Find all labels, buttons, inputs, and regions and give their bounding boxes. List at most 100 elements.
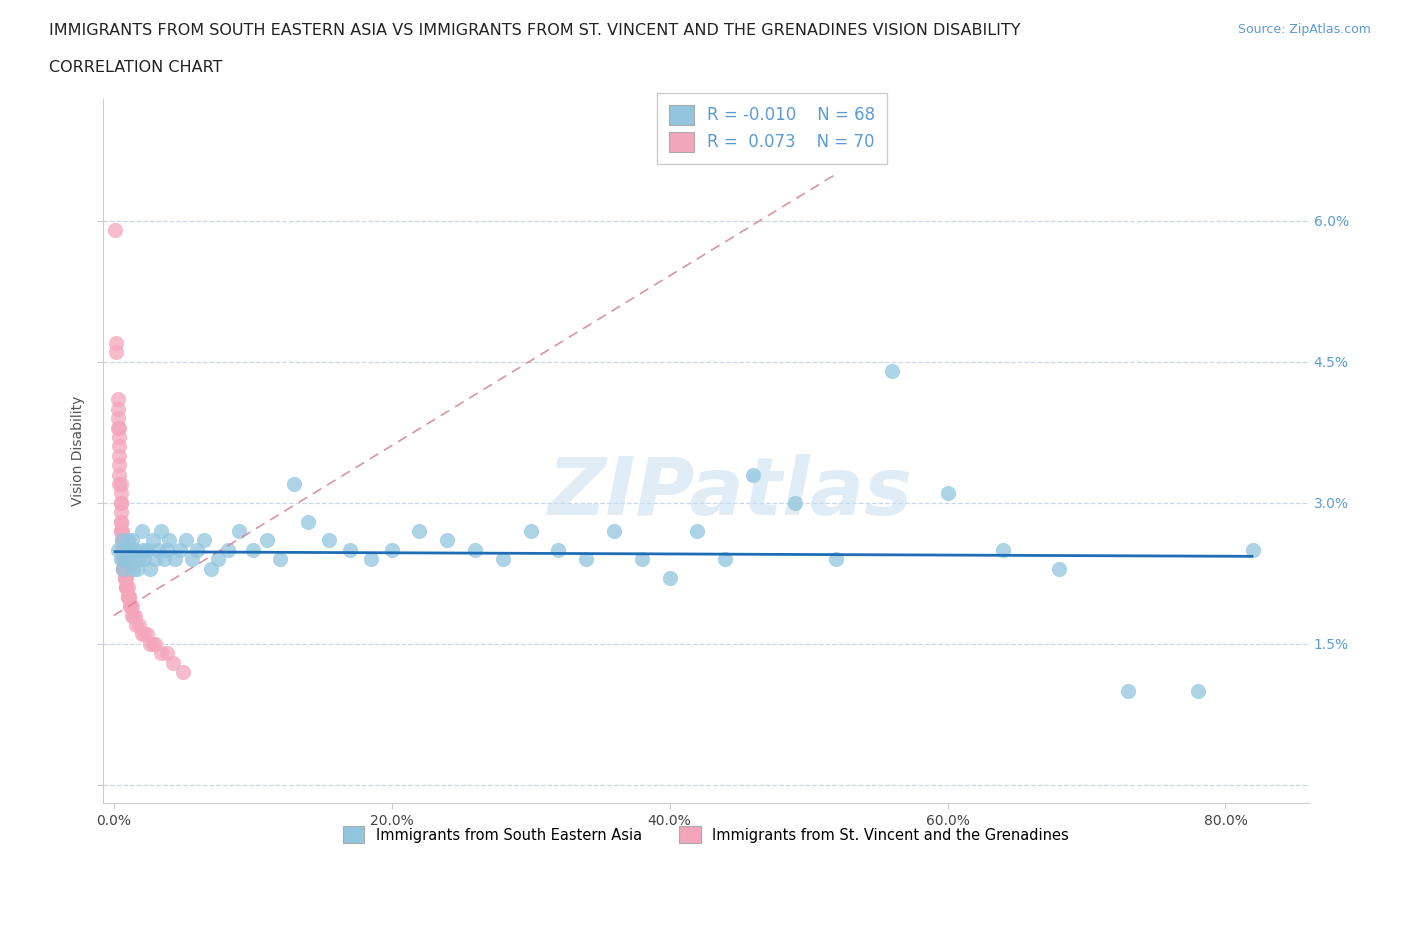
Point: [149, 645, 172, 660]
Point: [112, 561, 135, 576]
Point: [145, 636, 167, 651]
Point: [112, 561, 135, 576]
Point: [112, 561, 135, 576]
Point: [136, 542, 159, 557]
Point: [630, 551, 652, 566]
Point: [134, 551, 156, 566]
Point: [110, 496, 132, 511]
Point: [108, 467, 131, 482]
Point: [464, 542, 486, 557]
Point: [339, 542, 361, 557]
Point: [180, 551, 202, 566]
Point: [110, 505, 132, 520]
Point: [118, 551, 141, 566]
Point: [112, 551, 135, 566]
Point: [111, 533, 134, 548]
Point: [118, 590, 141, 604]
Point: [742, 467, 765, 482]
Point: [118, 590, 141, 604]
Point: [714, 551, 737, 566]
Point: [111, 542, 134, 557]
Point: [114, 570, 136, 585]
Point: [880, 364, 903, 379]
Point: [207, 551, 229, 566]
Point: [120, 542, 142, 557]
Point: [108, 476, 131, 491]
Text: IMMIGRANTS FROM SOUTH EASTERN ASIA VS IMMIGRANTS FROM ST. VINCENT AND THE GRENAD: IMMIGRANTS FROM SOUTH EASTERN ASIA VS IM…: [49, 23, 1021, 38]
Point: [547, 542, 569, 557]
Point: [162, 655, 184, 670]
Point: [169, 542, 191, 557]
Point: [114, 570, 136, 585]
Point: [117, 580, 139, 595]
Point: [107, 392, 129, 406]
Point: [157, 533, 180, 548]
Point: [991, 542, 1014, 557]
Point: [1187, 684, 1209, 698]
Point: [408, 524, 430, 538]
Point: [124, 542, 146, 557]
Point: [686, 524, 709, 538]
Point: [134, 627, 156, 642]
Point: [117, 533, 139, 548]
Legend: Immigrants from South Eastern Asia, Immigrants from St. Vincent and the Grenadin: Immigrants from South Eastern Asia, Immi…: [336, 820, 1074, 849]
Point: [142, 533, 165, 548]
Point: [108, 439, 131, 454]
Point: [108, 448, 131, 463]
Point: [256, 533, 278, 548]
Point: [136, 627, 159, 642]
Point: [110, 486, 132, 501]
Point: [124, 608, 146, 623]
Point: [283, 476, 305, 491]
Point: [152, 551, 174, 566]
Text: CORRELATION CHART: CORRELATION CHART: [49, 60, 222, 75]
Point: [142, 636, 165, 651]
Point: [115, 580, 138, 595]
Point: [121, 608, 143, 623]
Point: [114, 551, 136, 566]
Point: [117, 590, 139, 604]
Point: [125, 551, 148, 566]
Point: [125, 618, 148, 632]
Point: [110, 551, 132, 566]
Point: [228, 524, 250, 538]
Point: [110, 524, 132, 538]
Point: [127, 561, 149, 576]
Point: [108, 430, 131, 445]
Point: [114, 570, 136, 585]
Point: [112, 542, 135, 557]
Point: [575, 551, 598, 566]
Point: [128, 618, 150, 632]
Point: [114, 561, 136, 576]
Point: [107, 420, 129, 435]
Point: [1241, 542, 1264, 557]
Point: [114, 561, 136, 576]
Point: [148, 542, 170, 557]
Point: [120, 599, 142, 614]
Point: [174, 533, 197, 548]
Point: [318, 533, 340, 548]
Point: [139, 636, 162, 651]
Point: [107, 542, 129, 557]
Point: [110, 496, 132, 511]
Point: [105, 336, 128, 351]
Point: [121, 533, 143, 548]
Point: [131, 524, 153, 538]
Point: [436, 533, 458, 548]
Point: [131, 627, 153, 642]
Point: [783, 496, 806, 511]
Point: [658, 570, 681, 585]
Point: [115, 570, 138, 585]
Point: [492, 551, 515, 566]
Text: ZIPatlas: ZIPatlas: [547, 455, 912, 532]
Point: [603, 524, 626, 538]
Point: [104, 223, 127, 238]
Point: [132, 542, 155, 557]
Point: [149, 524, 172, 538]
Point: [110, 514, 132, 529]
Point: [297, 514, 319, 529]
Point: [111, 533, 134, 548]
Point: [111, 542, 134, 557]
Point: [111, 524, 134, 538]
Point: [186, 542, 208, 557]
